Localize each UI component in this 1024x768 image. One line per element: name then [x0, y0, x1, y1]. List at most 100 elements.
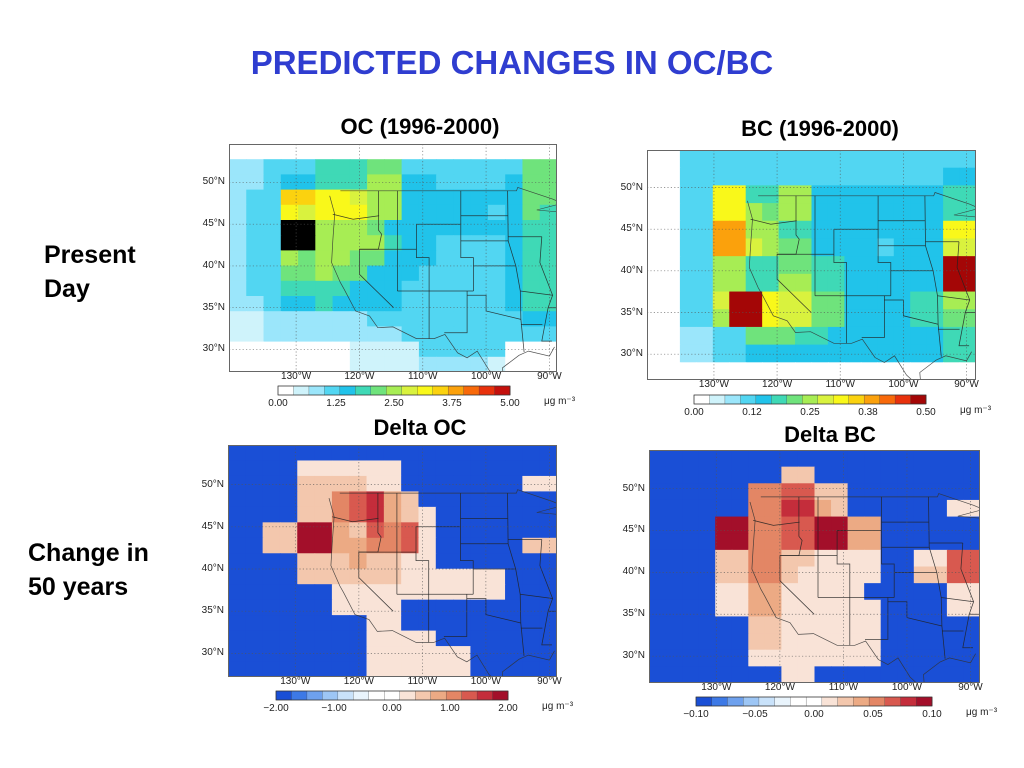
heat-cell	[814, 516, 832, 534]
heat-cell	[453, 599, 472, 616]
heat-cell	[470, 445, 489, 462]
heat-cell	[539, 204, 557, 221]
heat-cell	[959, 344, 976, 363]
heat-cell	[731, 516, 749, 534]
heat-cell	[712, 309, 730, 328]
colorbar-swatch	[695, 696, 713, 707]
heat-cell	[797, 533, 816, 551]
heat-cell	[366, 460, 385, 477]
heat-cell	[228, 522, 246, 539]
heat-cell	[926, 326, 944, 346]
lat-tick-label: 45°N	[201, 520, 224, 532]
heat-cell	[943, 273, 961, 293]
heat-cell	[418, 584, 437, 601]
heat-cell	[679, 362, 697, 380]
panel-title-delta-oc: Delta OC	[373, 415, 467, 440]
heat-cell	[893, 203, 911, 222]
heat-cell	[418, 204, 437, 221]
colorbar-tick-label: −2.00	[263, 703, 289, 714]
heat-cell	[279, 615, 298, 632]
heat-cell	[384, 296, 403, 312]
heat-cell	[745, 167, 763, 186]
heat-cell	[781, 583, 799, 601]
heat-cell	[864, 649, 882, 667]
colorbar-svg: 0.00 1.25 2.50 3.75 5.00 μg m⁻³	[268, 385, 576, 409]
heat-cell	[228, 599, 246, 616]
heat-cell	[665, 616, 683, 634]
heat-cell	[748, 516, 766, 534]
heat-cell	[384, 356, 403, 372]
heat-cell	[262, 568, 281, 585]
heat-cell	[280, 311, 299, 327]
heat-cell	[864, 450, 882, 468]
heat-cell	[487, 522, 506, 539]
heat-cell	[729, 326, 747, 346]
heat-cell	[349, 630, 368, 647]
heat-cell	[418, 553, 437, 570]
heat-cell	[487, 460, 506, 477]
heat-cell	[679, 238, 697, 257]
heat-cell	[401, 144, 420, 160]
heat-cell	[712, 256, 730, 275]
heat-cell	[880, 666, 898, 683]
heat-cell	[315, 204, 334, 221]
heat-cell	[367, 235, 385, 251]
heat-cell	[349, 326, 368, 343]
heat-cell	[748, 466, 766, 484]
heat-cell	[712, 344, 730, 363]
heat-cell	[762, 167, 780, 186]
heat-cell	[847, 616, 865, 634]
heat-cell	[946, 450, 965, 468]
heat-cell	[926, 309, 944, 328]
heat-cell	[762, 256, 780, 275]
heat-cell	[314, 506, 333, 523]
heat-cell	[715, 599, 733, 618]
heat-cell	[913, 450, 931, 468]
heat-cell	[435, 445, 454, 462]
heat-cell	[748, 483, 766, 501]
heat-cell	[522, 475, 541, 492]
heat-cell	[539, 311, 557, 327]
row-label-change-50-years: Change in 50 years	[28, 539, 149, 601]
heat-cell	[797, 499, 816, 518]
heat-cell	[698, 583, 716, 601]
heat-cell	[663, 220, 681, 240]
heat-cell	[401, 491, 420, 508]
heat-cell	[539, 475, 557, 492]
heat-cell	[401, 630, 420, 647]
heat-cell	[349, 475, 368, 492]
heat-cell	[745, 309, 763, 328]
heat-cell	[764, 649, 782, 667]
heat-cell	[795, 362, 813, 380]
heat-cell	[366, 553, 385, 570]
heat-cell	[367, 356, 385, 372]
colorbar-tick-label: 0.00	[804, 709, 824, 720]
heat-cell	[847, 483, 865, 501]
heat-cell	[682, 583, 700, 601]
heat-cell	[715, 499, 733, 518]
heat-cell	[698, 499, 716, 518]
heat-cell	[764, 566, 782, 584]
heat-cell	[663, 309, 681, 328]
heat-cell	[332, 189, 351, 206]
heat-cell	[331, 491, 350, 508]
delta-oc-colorbar: −2.00 −1.00 0.00 1.00 2.00 μg m⁻³	[263, 690, 588, 717]
heat-cell	[505, 646, 523, 663]
heat-cell	[893, 362, 911, 380]
heat-cell	[315, 220, 334, 236]
heat-cell	[731, 466, 749, 484]
heat-cell	[814, 450, 832, 468]
colorbar-tick-label: 2.50	[384, 398, 404, 409]
colorbar-swatch	[802, 394, 819, 405]
heat-cell	[797, 616, 816, 634]
heat-cell	[522, 296, 541, 312]
colorbar-swatch	[492, 690, 509, 701]
heat-cell	[696, 167, 714, 186]
heat-cell	[470, 491, 489, 508]
heat-cell	[943, 238, 961, 257]
heat-cell	[418, 159, 437, 175]
heat-cell	[383, 630, 402, 647]
heat-cell	[280, 265, 299, 282]
heat-cell	[877, 220, 895, 240]
heat-cell	[228, 630, 246, 647]
